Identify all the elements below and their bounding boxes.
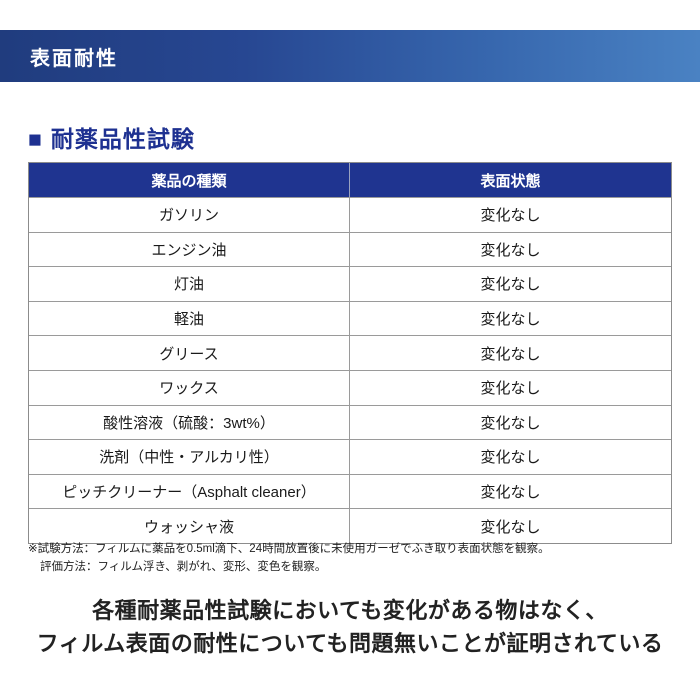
title-banner: 表面耐性 [0,30,700,82]
table-header-chemical: 薬品の種類 [29,163,350,197]
footnote-test-method: ※試験方法：フィルムに薬品を0.5ml滴下、24時間放置後に未使用ガーゼでふき取… [28,543,550,555]
surface-state-cell: 変化なし [480,484,541,502]
table-row: 灯油 変化なし [29,266,671,301]
surface-state-cell: 変化なし [480,207,541,225]
table-row: ウォッシャ液 変化なし [29,508,671,543]
chemical-name-cell: 洗剤（中性・アルカリ性） [29,440,350,474]
surface-state-cell: 変化なし [480,345,541,363]
surface-state-cell: 変化なし [480,380,541,398]
chemical-resistance-table: 薬品の種類 表面状態 ガソリン 変化なし エンジン油 変化なし 灯油 変化なし 軽油 変化なし… [28,162,672,544]
surface-state-cell: 変化なし [480,276,541,294]
chemical-name-cell: エンジン油 [29,232,350,267]
table-row: 酸性溶液（硫酸：3wt%） 変化なし [29,404,671,440]
chemical-name-cell: ウォッシャ液 [29,509,350,543]
section-heading: ■ 耐薬品性試験 [28,124,195,154]
table-row: エンジン油 変化なし [29,231,671,267]
section-marker-icon: ■ [28,126,43,152]
conclusion-line-2: フィルム表面の耐性についても問題無いことが証明されている [36,631,664,656]
table-row: ピッチクリーナー（Asphalt cleaner） 変化なし [29,473,671,509]
chemical-name-cell: 灯油 [29,267,350,301]
table-body: ガソリン 変化なし エンジン油 変化なし 灯油 変化なし 軽油 変化なし グリース 変化なし ワック… [29,197,671,543]
table-row: ワックス 変化なし [29,369,671,405]
surface-state-cell: 変化なし [480,414,541,432]
section-title: 耐薬品性試験 [50,126,195,152]
chemical-name-cell: グリース [29,336,350,370]
chemical-name-cell: ピッチクリーナー（Asphalt cleaner） [29,474,350,509]
surface-state-cell: 変化なし [480,518,541,536]
surface-state-cell: 変化なし [480,311,541,329]
footnote-evaluation-method: 評価方法：フィルム浮き、剥がれ、変形、変色を観察。 [40,560,327,573]
table-row: 軽油 変化なし [29,300,671,336]
surface-state-cell: 変化なし [480,241,541,259]
chemical-name-cell: ワックス [29,370,350,405]
table-row: 洗剤（中性・アルカリ性） 変化なし [29,439,671,474]
surface-state-cell: 変化なし [480,449,541,467]
table-row: ガソリン 変化なし [29,197,671,232]
chemical-name-cell: ガソリン [29,198,350,232]
banner-title: 表面耐性 [30,47,118,70]
chemical-name-cell: 軽油 [29,301,350,336]
conclusion-text: 各種耐薬品性試験においても変化がある物はなく、 フィルム表面の耐性についても問題… [0,594,700,660]
table-header-row: 薬品の種類 表面状態 [29,163,671,197]
conclusion-line-1: 各種耐薬品性試験においても変化がある物はなく、 [92,598,608,623]
chemical-name-cell: 酸性溶液（硫酸：3wt%） [29,405,350,440]
footnotes: ※試験方法：フィルムに薬品を0.5ml滴下、24時間放置後に未使用ガーゼでふき取… [28,541,678,576]
table-header-surface: 表面状態 [480,172,541,190]
table-row: グリース 変化なし [29,335,671,370]
